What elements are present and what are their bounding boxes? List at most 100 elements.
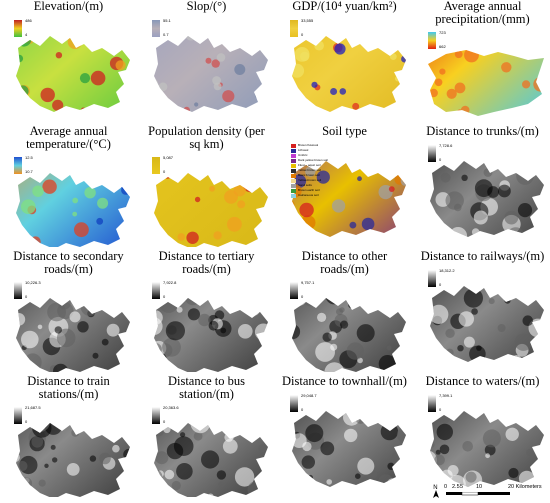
map-panel: Distance to bus station/(m) 20,363.6 0 bbox=[138, 375, 275, 497]
map-panel: Distance to trunks/(m) 7,728.6 0 bbox=[414, 125, 550, 247]
map-image bbox=[16, 298, 130, 372]
soil-swatch bbox=[291, 168, 296, 173]
soil-swatch bbox=[291, 173, 296, 178]
map-image bbox=[16, 423, 130, 497]
legend-colorbar bbox=[14, 20, 22, 37]
legend-min: 0 bbox=[439, 157, 442, 162]
soil-label: Umbric bbox=[298, 153, 308, 157]
map-image bbox=[16, 173, 130, 247]
legend-max: 5,087 bbox=[163, 155, 174, 160]
panel-title: Distance to train stations/(m) bbox=[27, 374, 110, 401]
map-panel: Distance to other roads/(m) 9,757.1 0 bbox=[276, 250, 413, 372]
legend-max: 12.5 bbox=[25, 155, 33, 160]
map-panel: Population density (per sq km) 5,087 0 bbox=[138, 125, 275, 247]
panel-title: Distance to townhall/(m) bbox=[282, 374, 407, 388]
north-label: N bbox=[433, 485, 437, 491]
panel-title: Population density (per sq km) bbox=[148, 124, 265, 151]
soil-swatch bbox=[291, 158, 296, 163]
soil-legend-item: Umbric bbox=[291, 153, 336, 158]
legend-min: 0 bbox=[25, 419, 28, 424]
legend-max: 29,048.7 bbox=[301, 393, 317, 398]
legend-min: 0 bbox=[301, 32, 304, 37]
legend-min: 0 bbox=[439, 407, 442, 412]
map-panel: GDP/(10⁴ yuan/km²) 33,555 0 bbox=[276, 0, 413, 122]
panel-title: Average annual precipitation/(mm) bbox=[435, 0, 530, 26]
map-panel: Average annual temperature/(°C) 12.5 10.7 bbox=[0, 125, 137, 247]
soil-legend-item: Sand soils bbox=[291, 183, 336, 188]
panel-title: Distance to bus station/(m) bbox=[167, 374, 246, 401]
soil-label: Yellow-brown soil bbox=[298, 178, 322, 182]
map-image bbox=[292, 36, 406, 112]
legend-min: 0 bbox=[301, 407, 304, 412]
soil-legend-item: Brown fluviosol bbox=[291, 143, 336, 148]
soil-legend-item: Brown earth soil bbox=[291, 188, 336, 193]
scale-tick-2: 5 bbox=[460, 484, 464, 490]
legend-min: 662 bbox=[439, 44, 446, 49]
legend-max: 723 bbox=[439, 30, 446, 35]
soil-swatch bbox=[291, 163, 296, 168]
legend-min: 0 bbox=[439, 282, 442, 287]
map-panel: Distance to train stations/(m) 21,687.5 0 bbox=[0, 375, 137, 497]
legend-colorbar bbox=[290, 282, 298, 299]
legend-min: 0 bbox=[163, 169, 166, 174]
soil-legend: Brown fluviosol Lithosol Umbric Dark yellow… bbox=[291, 143, 336, 198]
map-image bbox=[430, 411, 544, 487]
scale-tick-1: 2.5 bbox=[452, 484, 460, 490]
soil-swatch bbox=[291, 148, 296, 153]
legend-min: 0 bbox=[301, 294, 304, 299]
soil-label: Calcareous soil bbox=[298, 193, 319, 197]
legend-min: 0.7 bbox=[163, 32, 169, 37]
soil-legend-item: Basic brown soil bbox=[291, 173, 336, 178]
map-image bbox=[154, 298, 268, 372]
legend-colorbar bbox=[14, 157, 22, 174]
soil-label: Fluvo - aquic soil bbox=[298, 163, 321, 167]
map-image bbox=[430, 286, 544, 362]
legend-colorbar bbox=[290, 395, 298, 412]
map-image bbox=[154, 173, 268, 247]
legend-max: 55.1 bbox=[163, 18, 171, 23]
legend-max: 10,226.3 bbox=[25, 280, 41, 285]
legend-max: 9,757.1 bbox=[301, 280, 315, 285]
soil-label: Yellow brown soil bbox=[298, 168, 321, 172]
legend-colorbar bbox=[14, 282, 22, 299]
map-panel: Elevation/(m) 486 4 bbox=[0, 0, 137, 122]
panel-title: Average annual temperature/(°C) bbox=[26, 124, 111, 151]
map-panel: Soil type Brown fluviosol Lithosol Umbric Da… bbox=[276, 125, 413, 247]
soil-swatch bbox=[291, 153, 296, 158]
panel-title: Soil type bbox=[322, 124, 367, 138]
soil-label: Lithosol bbox=[298, 148, 309, 152]
soil-swatch bbox=[291, 193, 296, 198]
map-panel: Distance to waters/(m) 7,399.1 0 bbox=[414, 375, 550, 497]
legend-min: 10.7 bbox=[25, 169, 33, 174]
map-image bbox=[292, 161, 406, 237]
scale-end-label: 20 Kilometers bbox=[508, 484, 542, 490]
legend-max: 7,399.1 bbox=[439, 393, 453, 398]
soil-legend-item: Fluvo - aquic soil bbox=[291, 163, 336, 168]
legend-colorbar bbox=[14, 407, 22, 424]
map-image bbox=[154, 36, 268, 112]
map-panel: Distance to railways/(m) 18,312.2 0 bbox=[414, 250, 550, 372]
legend-colorbar bbox=[290, 20, 298, 37]
legend-min: 0 bbox=[163, 419, 166, 424]
map-panel: Distance to townhall/(m) 29,048.7 0 bbox=[276, 375, 413, 497]
scale-bar bbox=[446, 492, 510, 496]
map-panel: Average annual precipitation/(mm) 723 662 bbox=[414, 0, 550, 122]
soil-legend-item: Yellow-brown soil bbox=[291, 178, 336, 183]
panel-title: Distance to other roads/(m) bbox=[301, 249, 388, 276]
soil-label: Basic brown soil bbox=[298, 173, 320, 177]
legend-min: 4 bbox=[25, 32, 28, 37]
legend-max: 486 bbox=[25, 18, 32, 23]
map-image bbox=[428, 50, 544, 116]
soil-legend-item: Yellow brown soil bbox=[291, 168, 336, 173]
legend-colorbar bbox=[428, 145, 436, 162]
map-image bbox=[430, 161, 544, 237]
map-image bbox=[292, 298, 406, 372]
panel-title: Distance to trunks/(m) bbox=[426, 124, 539, 138]
panel-title: Distance to tertiary roads/(m) bbox=[158, 249, 255, 276]
soil-label: Brown earth soil bbox=[298, 188, 320, 192]
legend-colorbar bbox=[152, 157, 160, 174]
soil-legend-item: Lithosol bbox=[291, 148, 336, 153]
soil-swatch bbox=[291, 178, 296, 183]
panel-title: GDP/(10⁴ yuan/km²) bbox=[292, 0, 397, 13]
north-arrow-icon: N bbox=[432, 483, 440, 501]
